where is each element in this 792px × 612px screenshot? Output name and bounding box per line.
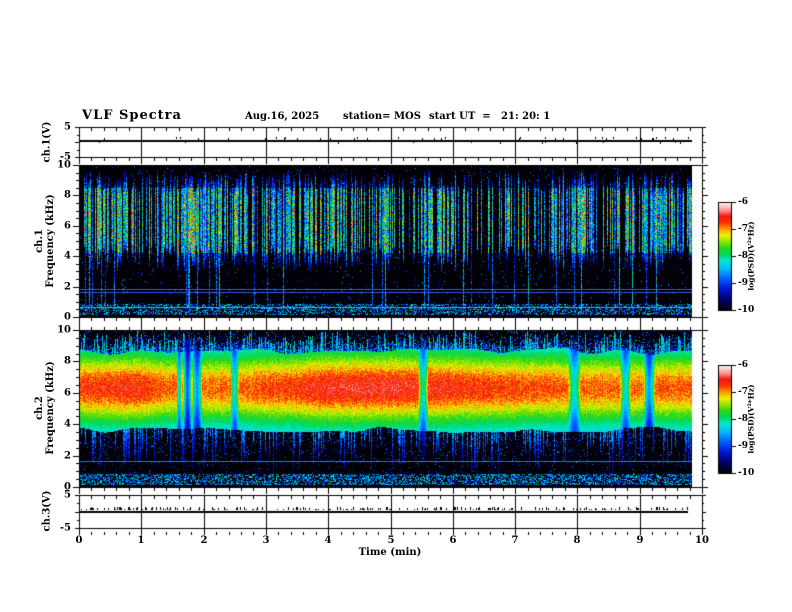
ch1-freq-tick-label: 2 (64, 281, 71, 293)
colorbar1-tick-label: -8 (738, 251, 748, 261)
ch2-freq-tick-label: 2 (64, 450, 71, 462)
ch1-spectrogram-panel (79, 165, 703, 318)
ch3-voltage-tick-label: -5 (59, 522, 71, 534)
ch1-voltage-tick-label: 5 (64, 121, 71, 133)
x-tick-label: 2 (200, 535, 208, 546)
colorbar2-tick-label: -7 (738, 387, 748, 397)
ch2-label-line1: ch.2 (34, 396, 45, 420)
x-tick-label: 6 (449, 535, 457, 546)
x-tick-label: 3 (262, 535, 270, 546)
ch2-freq-tick-label: 0 (64, 481, 71, 493)
time-axis-label: Time (min) (358, 547, 422, 558)
ch1-label-line2: Frequency (kHz) (45, 194, 56, 288)
header-date: Aug.16, 2025 (245, 111, 320, 122)
page-title: VLF Spectra (82, 108, 182, 123)
colorbar2 (718, 365, 732, 474)
colorbar2-tick-label: -6 (738, 360, 748, 370)
x-tick-label: 5 (387, 535, 395, 546)
colorbar1 (718, 202, 732, 311)
ch1-frequency-axis-label: ch.1 Frequency (kHz) (34, 194, 56, 287)
ch2-freq-tick-label: 10 (57, 324, 71, 336)
colorbar1-tick-label: -10 (738, 305, 755, 315)
header-start-ut: start UT = 21: 20: 1 (429, 111, 551, 122)
ch3-voltage-tick-label: 5 (64, 489, 71, 501)
x-tick-label: 1 (137, 535, 145, 546)
x-tick-label: 4 (324, 535, 332, 546)
ch1-freq-tick-label: 6 (64, 220, 71, 232)
ch1-freq-tick-label: 4 (64, 250, 71, 262)
colorbar2-tick-label: -9 (738, 441, 748, 451)
x-tick-label: 0 (75, 535, 83, 546)
ch1-freq-tick-label: 10 (57, 159, 71, 171)
colorbar2-tick-label: -8 (738, 414, 748, 424)
ch2-spectrogram-panel (79, 330, 703, 488)
ch2-freq-tick-label: 8 (64, 355, 71, 367)
ch2-freq-tick-label: 4 (64, 418, 71, 430)
ch1-voltage-panel (79, 127, 703, 158)
x-tick-label: 7 (511, 535, 519, 546)
ch2-frequency-axis-label: ch.2 Frequency (kHz) (34, 361, 56, 454)
ch1-freq-tick-label: 0 (64, 311, 71, 323)
ch3-voltage-panel (79, 495, 703, 529)
ch1-freq-tick-label: 8 (64, 189, 71, 201)
ch1-voltage-tick-label: -5 (59, 151, 71, 163)
x-tick-label: 10 (695, 535, 709, 546)
ch2-freq-tick-label: 6 (64, 387, 71, 399)
ch1-label-line1: ch.1 (34, 229, 45, 253)
x-tick-label: 8 (573, 535, 581, 546)
ch2-label-line2: Frequency (kHz) (45, 361, 56, 455)
colorbar1-tick-label: -6 (738, 197, 748, 207)
colorbar1-tick-label: -9 (738, 278, 748, 288)
header-station: station= MOS (343, 111, 421, 122)
colorbar1-tick-label: -7 (738, 224, 748, 234)
colorbar2-tick-label: -10 (738, 468, 755, 478)
x-tick-label: 9 (636, 535, 644, 546)
